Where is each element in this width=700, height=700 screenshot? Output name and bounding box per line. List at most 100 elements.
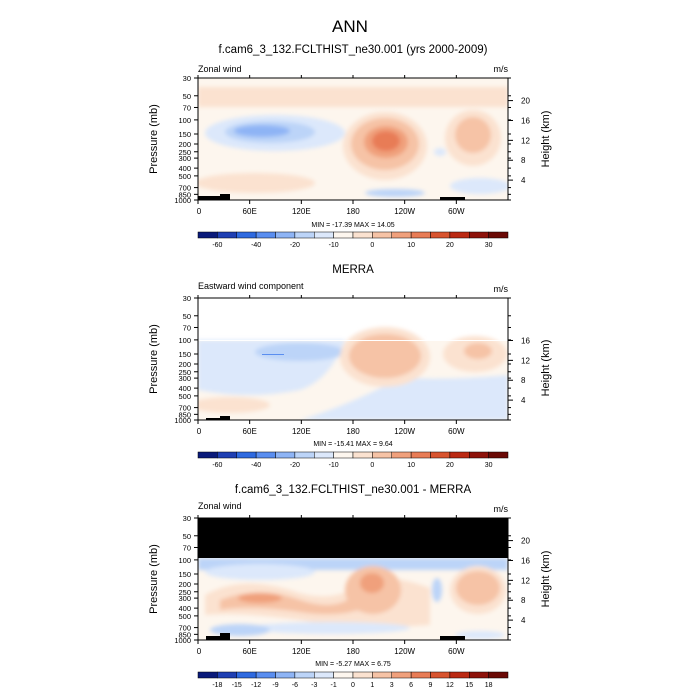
colorbar-label: -20 [290, 242, 300, 249]
colorbar-label: -60 [212, 462, 222, 469]
y-tick-label: 30 [183, 74, 191, 83]
colorbar-swatch [488, 231, 509, 239]
colorbar-label: 9 [429, 682, 433, 689]
colorbar-swatch [294, 451, 315, 459]
panel-model: f.cam6_3_132.FCLTHIST_ne30.001 (yrs 2000… [148, 44, 552, 249]
colorbar-label: -9 [272, 682, 278, 689]
x-tick-label: 120E [292, 207, 311, 216]
colorbar: -60 -40 -20 -10 0 10 20 30 [197, 231, 509, 249]
colorbar-swatch [217, 671, 237, 679]
y-axis-label: Pressure (mb) [148, 544, 160, 614]
panel-units-label: m/s [494, 64, 509, 74]
colorbar-label: 0 [351, 682, 355, 689]
y-tick-label: 400 [178, 604, 191, 613]
x-tick-label: 120E [292, 427, 311, 436]
y-tick-label: 1000 [174, 636, 191, 645]
colorbar-label: 0 [370, 462, 374, 469]
y-tick-label: 850 [178, 190, 191, 199]
colorbar: -18 -15 -12 -9 -6 -3 -1 0 1 3 6 9 12 15 18 [197, 671, 509, 689]
colorbar-swatch [197, 231, 218, 239]
y-tick-label: 700 [178, 624, 191, 633]
colorbar-swatch [275, 231, 296, 239]
min-max-stats: MIN = -15.41 MAX = 9.64 [313, 441, 392, 448]
colorbar-swatch [236, 231, 257, 239]
colorbar-label: 1 [370, 682, 374, 689]
y-tick-label: 100 [178, 116, 191, 125]
y-tick-label: 1000 [174, 196, 191, 205]
colorbar-swatch [469, 231, 489, 239]
x-tick-label: 120W [394, 207, 415, 216]
height-tick-label: 12 [521, 356, 530, 365]
colorbar-swatch [352, 231, 373, 239]
colorbar-swatch [488, 671, 509, 679]
colorbar-swatch [449, 671, 470, 679]
y-tick-label: 850 [178, 630, 191, 639]
x-tick-label: 60W [448, 427, 465, 436]
contour-field [198, 298, 508, 420]
colorbar-swatch [430, 451, 451, 459]
x-tick-label: 60W [448, 647, 465, 656]
colorbar-label: -3 [311, 682, 317, 689]
min-max-stats: MIN = -17.39 MAX = 14.05 [311, 222, 394, 229]
panel-title: f.cam6_3_132.FCLTHIST_ne30.001 - MERRA [235, 484, 472, 496]
y-tick-label: 30 [183, 514, 191, 523]
axes: 0 60E 120E 180 120W 60W3050701001502002503004… [174, 514, 530, 656]
colorbar-label: 30 [485, 462, 493, 469]
colorbar-label: -1 [331, 682, 337, 689]
height-tick-label: 4 [521, 616, 526, 625]
height-tick-label: 12 [521, 136, 530, 145]
colorbar-swatch [294, 231, 315, 239]
y-tick-label: 250 [178, 588, 191, 597]
y-tick-label: 700 [178, 404, 191, 413]
colorbar-label: -18 [212, 682, 222, 689]
colorbar-swatch [410, 671, 431, 679]
y-tick-label: 300 [178, 154, 191, 163]
y-axis-label: Pressure (mb) [148, 104, 160, 174]
height-tick-label: 12 [521, 576, 530, 585]
colorbar-swatch [391, 451, 412, 459]
colorbar-label: 20 [446, 242, 454, 249]
colorbar-swatch [314, 451, 334, 459]
colorbar-swatch [449, 231, 470, 239]
colorbar-swatch [314, 231, 334, 239]
y-tick-label: 400 [178, 164, 191, 173]
colorbar-swatch [275, 671, 296, 679]
colorbar-swatch [391, 671, 412, 679]
colorbar-label: 18 [485, 682, 493, 689]
height-tick-label: 4 [521, 396, 526, 405]
colorbar-swatch [255, 451, 276, 459]
min-max-stats: MIN = -5.27 MAX = 6.75 [315, 661, 391, 668]
colorbar-label: 6 [409, 682, 413, 689]
height-tick-label: 20 [521, 97, 530, 106]
axes: 0 60E 120E 180 120W 60W3050701001502002503004… [174, 74, 530, 216]
y-tick-label: 200 [178, 360, 191, 369]
colorbar-swatch [430, 671, 451, 679]
colorbar-swatch [255, 231, 276, 239]
colorbar-swatch [488, 451, 509, 459]
colorbar-swatch [294, 671, 315, 679]
contour-field [198, 518, 508, 640]
colorbar-label: 20 [446, 462, 454, 469]
height-tick-label: 16 [521, 336, 530, 345]
y-tick-label: 30 [183, 294, 191, 303]
y-tick-label: 200 [178, 580, 191, 589]
colorbar-label: -60 [212, 242, 222, 249]
colorbar: -60 -40 -20 -10 0 10 20 30 [197, 451, 509, 469]
colorbar-swatch [333, 671, 354, 679]
height-tick-label: 8 [521, 596, 526, 605]
colorbar-label: -12 [251, 682, 261, 689]
colorbar-swatch [333, 231, 354, 239]
colorbar-swatch [372, 451, 392, 459]
colorbar-label: -10 [329, 242, 339, 249]
colorbar-label: -15 [232, 682, 242, 689]
height-tick-label: 16 [521, 116, 530, 125]
y-tick-label: 150 [178, 570, 191, 579]
height-tick-label: 4 [521, 176, 526, 185]
colorbar-label: 3 [390, 682, 394, 689]
y-tick-label: 300 [178, 594, 191, 603]
y-tick-label: 150 [178, 350, 191, 359]
y-tick-label: 500 [178, 392, 191, 401]
colorbar-swatch [236, 671, 257, 679]
height-tick-label: 16 [521, 556, 530, 565]
